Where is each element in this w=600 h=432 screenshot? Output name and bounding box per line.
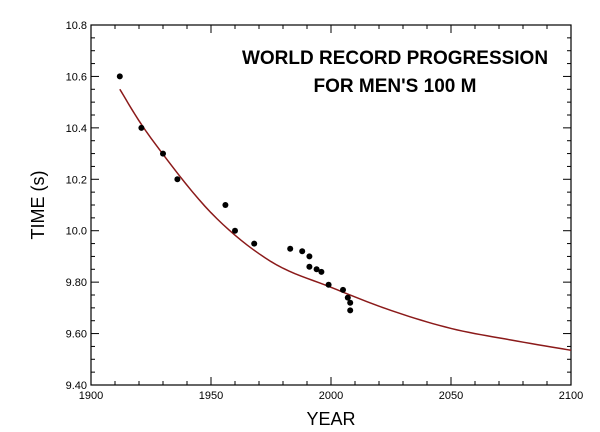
data-point [344,294,351,301]
x-tick-label: 2050 [439,390,463,402]
data-point [160,150,166,157]
y-tick-label: 10.6 [66,71,87,83]
data-point [306,263,313,270]
y-tick-label: 10.2 [66,174,87,186]
data-point [347,307,354,314]
y-axis-label: TIME (s) [28,171,48,240]
data-point [347,299,354,306]
data-point [251,240,258,247]
data-point [299,248,306,255]
data-point [306,253,313,260]
y-tick-label: 9.40 [66,380,87,392]
data-point [174,176,181,183]
data-point [313,266,320,273]
data-point [138,124,145,131]
chart-title-line-2: FOR MEN'S 100 M [314,76,477,97]
y-tick-label: 9.80 [66,277,87,289]
chart-title-line-1: WORLD RECORD PROGRESSION [242,48,548,69]
fit-curve [119,88,572,352]
x-tick-label: 2000 [319,390,343,402]
x-tick-label: 1900 [79,390,103,402]
data-point [325,281,332,288]
y-tick-label: 10.8 [66,20,87,32]
data-point [340,286,346,293]
y-tick-label: 10.0 [66,226,87,238]
data-point [222,202,229,208]
x-axis-label: YEAR [306,409,355,429]
x-tick-label: 1950 [199,390,223,402]
y-tick-label: 9.60 [66,329,87,341]
data-point [287,245,294,252]
x-tick-label: 2100 [559,390,583,402]
data-point [116,73,123,80]
data-point [232,227,238,234]
data-point [318,268,325,275]
y-tick-label: 10.4 [66,123,87,135]
